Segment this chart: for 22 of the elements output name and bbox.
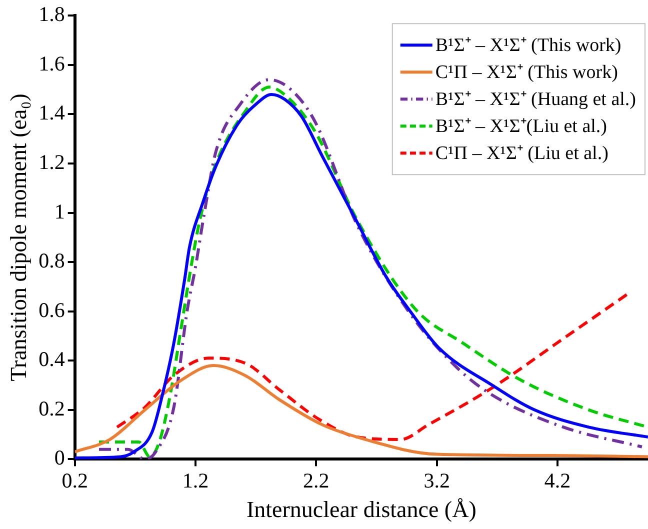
legend-label: C¹Π – X¹Σ⁺ (This work): [435, 62, 618, 84]
y-tick-label: 0.8: [38, 248, 65, 273]
legend-label: B¹Σ⁺ – X¹Σ⁺(Liu et al.): [435, 116, 607, 138]
y-tick-label: 0.4: [38, 347, 66, 372]
y-tick-label: 1.4: [38, 100, 66, 125]
legend-label: B¹Σ⁺ – X¹Σ⁺ (This work): [435, 35, 622, 56]
legend-label: C¹Π – X¹Σ⁺ (Liu et al.): [435, 143, 608, 164]
y-tick-label: 1.2: [38, 150, 65, 174]
y-axis-title: Transition dipole moment (ea₀): [6, 94, 31, 382]
x-tick-label: 4.2: [544, 468, 571, 492]
x-tick-label: 1.2: [182, 468, 209, 492]
y-tick-label: 1.8: [38, 2, 65, 26]
line-series: [116, 292, 629, 441]
x-tick-label: 3.2: [424, 468, 450, 492]
y-tick-label: 1.6: [38, 51, 65, 76]
x-axis-title: Internuclear distance (Å): [246, 497, 476, 522]
x-tick-label: 2.2: [303, 468, 330, 492]
legend-label: B¹Σ⁺ – X¹Σ⁺ (Huang et al.): [435, 89, 636, 110]
y-tick-label: 0.2: [38, 396, 65, 420]
y-tick-label: 0.6: [38, 298, 65, 322]
y-tick-label: 1: [54, 199, 65, 224]
y-tick-label: 0: [54, 446, 65, 470]
